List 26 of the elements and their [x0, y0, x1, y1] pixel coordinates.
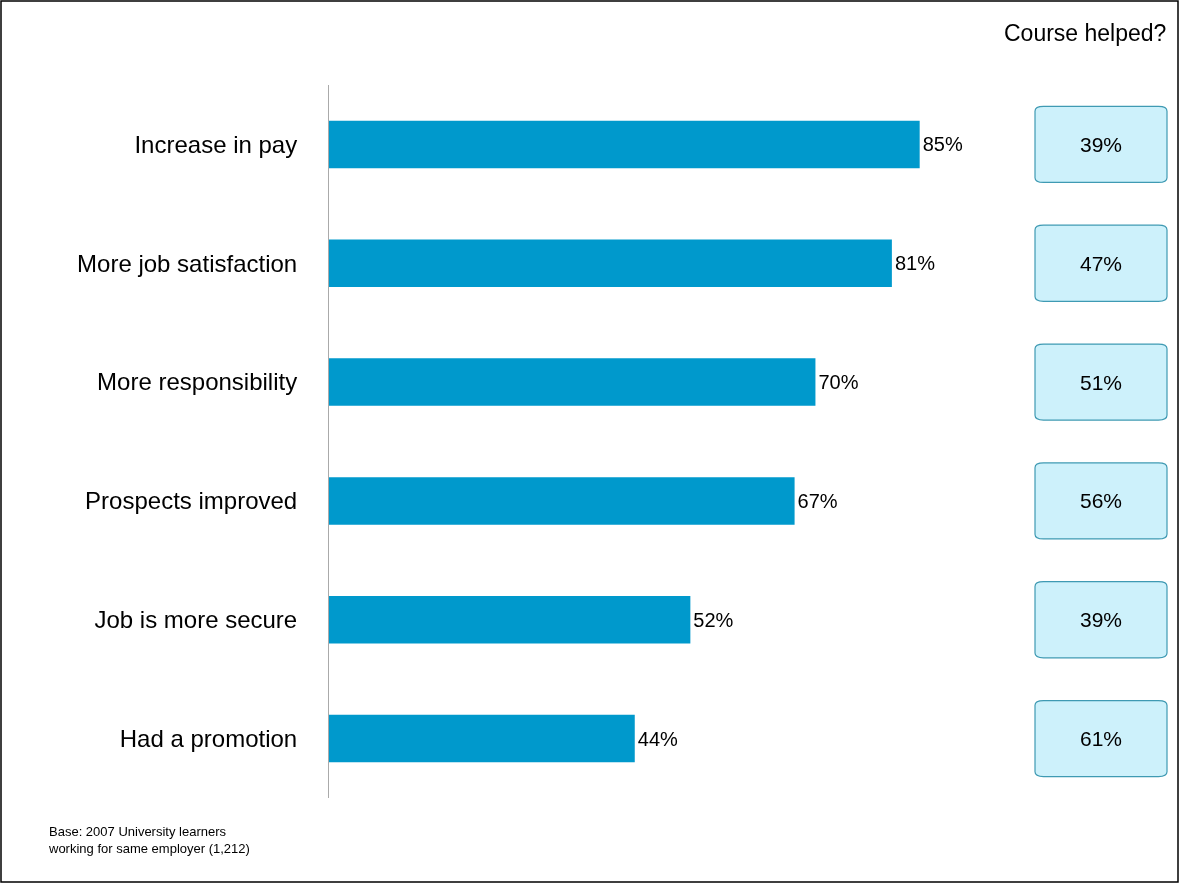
data-label: 67% — [797, 489, 838, 512]
data-label: 85% — [922, 133, 963, 156]
text: Course helped? — [1004, 20, 1167, 46]
data-label: 52% — [693, 608, 734, 631]
data-label: 70% — [818, 371, 859, 394]
y-tick-label: Had a promotion — [119, 724, 298, 752]
y-tick-label: Prospects improved — [85, 487, 298, 515]
text: 39% — [1080, 133, 1123, 156]
y-tick-label: Job is more secure — [94, 606, 298, 634]
text: 47% — [1080, 252, 1123, 275]
y-tick-label: More responsibility — [97, 368, 298, 396]
data-label: 81% — [894, 252, 936, 275]
text: Base: 2007 University learners working for same employer (1,212) — [48, 824, 250, 856]
text: 56% — [1080, 489, 1123, 512]
bar — [329, 477, 795, 525]
text: 39% — [1080, 608, 1123, 631]
y-tick-label: Increase in pay — [134, 130, 298, 158]
bar — [329, 595, 691, 644]
bar — [329, 358, 816, 406]
bar — [329, 120, 920, 169]
text: 51% — [1080, 371, 1123, 394]
bar — [329, 239, 892, 288]
y-tick-label: More job satisfaction — [77, 249, 298, 277]
data-label: 44% — [637, 727, 679, 750]
text: 61% — [1080, 727, 1123, 750]
bar — [329, 714, 635, 763]
